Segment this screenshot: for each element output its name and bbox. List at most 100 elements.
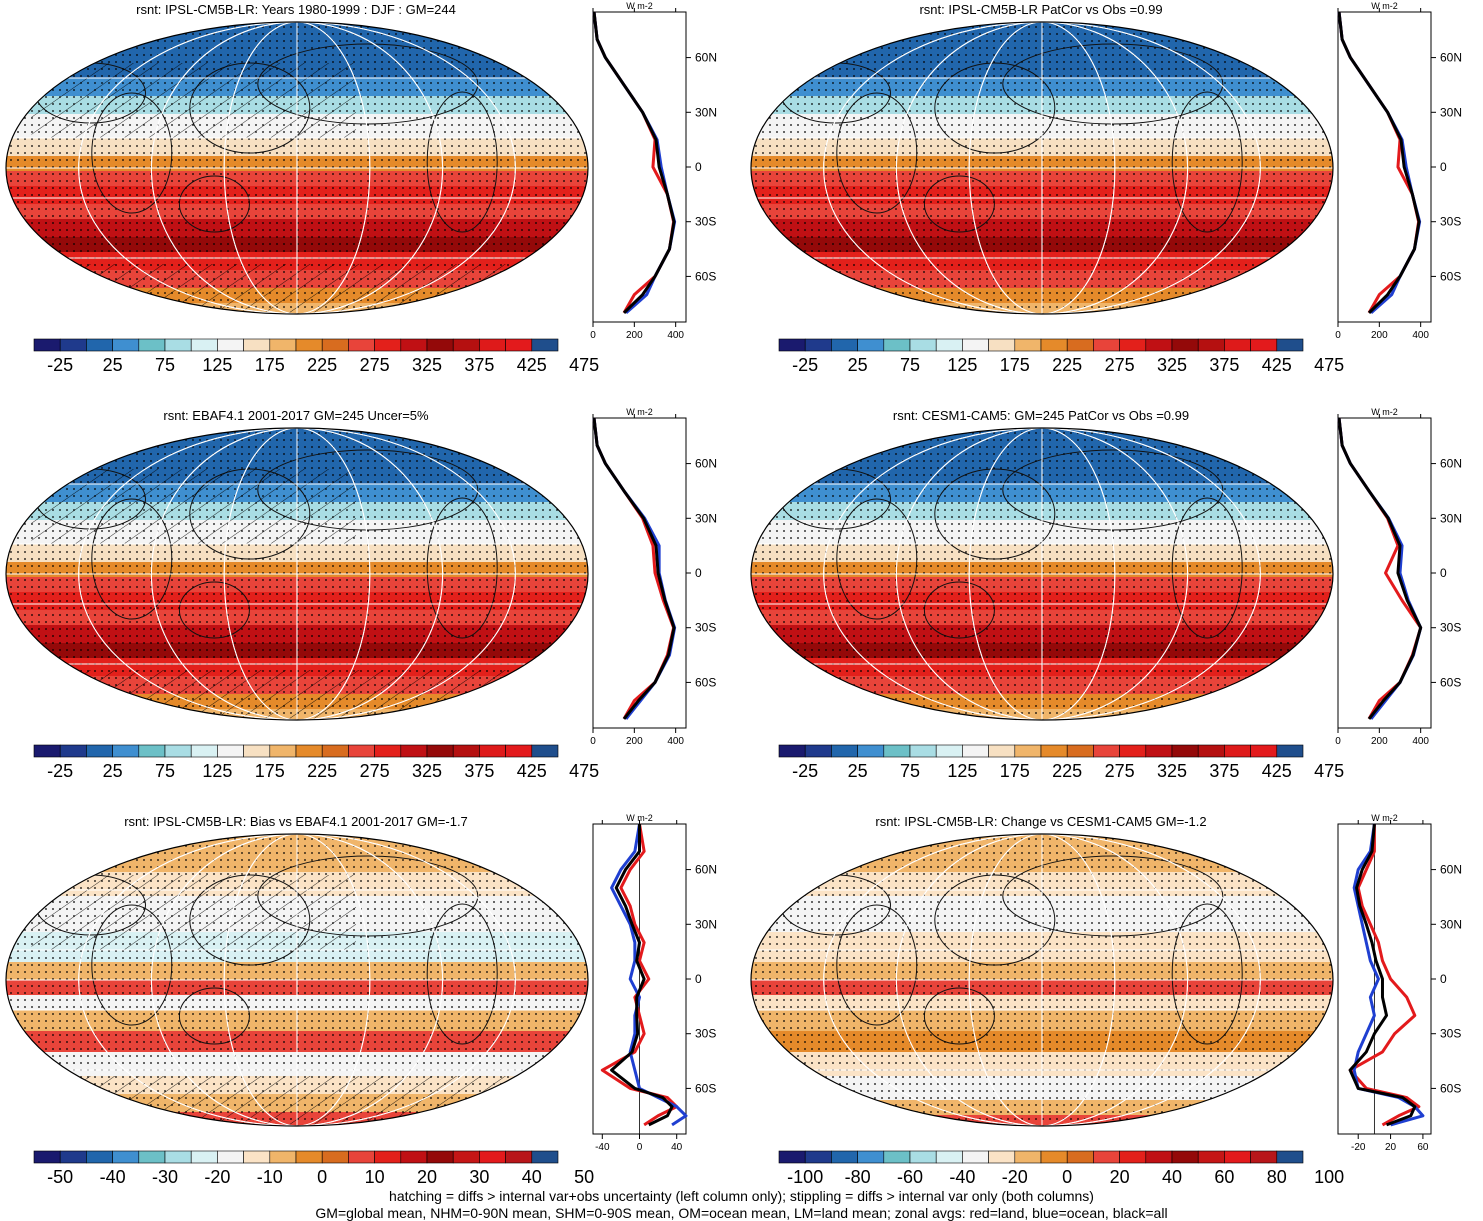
colorbar-swatch xyxy=(112,338,140,352)
colorbar-swatch xyxy=(86,338,113,352)
colorbar-swatch xyxy=(778,338,806,352)
colorbar-swatch xyxy=(1014,1150,1042,1164)
colorbar-swatch xyxy=(33,1150,61,1164)
colorbar-swatch xyxy=(988,744,1016,758)
zonal-unit-label: W m-2 xyxy=(1371,1,1398,11)
colorbar-swatch xyxy=(1119,338,1147,352)
colorbar xyxy=(778,338,1304,352)
footer-note-2: GM=global mean, NHM=0-90N mean, SHM=0-90… xyxy=(315,1205,1168,1221)
colorbar xyxy=(33,744,559,758)
colorbar-swatch xyxy=(804,338,832,352)
colorbar-tick-label: 125 xyxy=(947,761,978,781)
colorbar-swatch xyxy=(295,338,323,352)
colorbar-swatch xyxy=(1276,744,1304,758)
colorbar-tick-label: 50 xyxy=(574,1167,595,1187)
colorbar-swatch xyxy=(138,744,166,758)
colorbar-swatch xyxy=(452,744,480,758)
zonal-lat-tick-label: 60S xyxy=(1440,1081,1461,1095)
colorbar-tick-label: -25 xyxy=(792,355,819,375)
colorbar-tick-label: 375 xyxy=(464,355,495,375)
colorbar-tick-label: 0 xyxy=(317,1167,328,1187)
graticule-lon xyxy=(823,428,1261,720)
colorbar-swatch xyxy=(243,338,271,352)
zonal-mean-plot: W m-2 0 200 400 60N 30N 0 30S 60S xyxy=(1335,1,1462,340)
colorbar-swatch xyxy=(400,1150,428,1164)
colorbar-tick-label: 475 xyxy=(569,761,600,781)
zonal-lat-tick-label: 30S xyxy=(1440,621,1461,635)
zonal-lat-tick-label: 30S xyxy=(695,621,716,635)
colorbar-swatch xyxy=(1171,744,1199,758)
map-plot xyxy=(5,427,589,721)
zonal-x-tick-label: 200 xyxy=(626,736,643,746)
colorbar-swatch xyxy=(374,744,402,758)
colorbar-swatch xyxy=(138,1150,166,1164)
zonal-unit-label: W m-2 xyxy=(626,1,653,11)
zonal-lat-tick-label: 60N xyxy=(695,457,717,471)
map-title: rsnt: IPSL-CM5B-LR PatCor vs Obs =0.99 xyxy=(919,2,1163,17)
colorbar-swatch xyxy=(1093,338,1120,352)
zonal-x-tick-label: 20 xyxy=(1385,1142,1397,1152)
colorbar-swatch xyxy=(400,338,428,352)
colorbar-tick-label: -80 xyxy=(844,1167,871,1187)
colorbar-swatch xyxy=(1197,744,1225,758)
colorbar-swatch xyxy=(1014,338,1042,352)
colorbar-swatch xyxy=(804,1150,832,1164)
colorbar-swatch xyxy=(479,1150,506,1164)
map-border xyxy=(750,427,1334,721)
colorbar-tick-label: 325 xyxy=(411,355,443,375)
graticule-lon xyxy=(78,834,516,1126)
colorbar-swatch xyxy=(1250,338,1278,352)
colorbar-swatch xyxy=(1171,338,1199,352)
colorbar-swatch xyxy=(1119,744,1147,758)
zonal-lat-tick-label: 60S xyxy=(1440,675,1461,689)
colorbar-swatch xyxy=(1093,1150,1120,1164)
colorbar-swatch xyxy=(217,1150,244,1164)
colorbar-tick-label: 175 xyxy=(254,761,285,781)
zonal-mean-plot: W m-2 0 200 400 60N 30N 0 30S 60S xyxy=(1335,407,1462,746)
colorbar-swatch xyxy=(479,338,506,352)
colorbar-swatch xyxy=(321,744,349,758)
colorbar-swatch xyxy=(1145,744,1173,758)
colorbar-tick-label: 20 xyxy=(416,1167,438,1187)
colorbar-tick-label: 175 xyxy=(999,355,1030,375)
panel-obs-climatology: rsnt: EBAF4.1 2001-2017 GM=245 Uncer=5% -… xyxy=(0,406,740,786)
zonal-line-all xyxy=(1337,11,1421,314)
zonal-line-all xyxy=(1337,417,1423,720)
colorbar-swatch xyxy=(1040,338,1068,352)
map-plot xyxy=(750,427,1334,721)
map-plot xyxy=(750,21,1334,315)
panel-change: rsnt: IPSL-CM5B-LR: Change vs CESM1-CAM5… xyxy=(745,812,1483,1192)
colorbar-swatch xyxy=(857,744,885,758)
graticule-lon xyxy=(968,22,1116,314)
zonal-lat-tick-label: 30S xyxy=(695,1027,716,1041)
colorbar-swatch xyxy=(883,338,911,352)
map-title: rsnt: IPSL-CM5B-LR: Years 1980-1999 : DJ… xyxy=(136,2,456,17)
colorbar-tick-label: 225 xyxy=(1052,355,1083,375)
colorbar-swatch xyxy=(479,744,506,758)
graticule-lon xyxy=(895,428,1189,720)
map-border xyxy=(750,833,1334,1127)
graticule-lon xyxy=(823,22,1261,314)
colorbar-swatch xyxy=(269,744,297,758)
colorbar-swatch xyxy=(1066,1150,1094,1164)
colorbar-swatch xyxy=(1276,1150,1304,1164)
zonal-line-all xyxy=(1348,823,1417,1127)
colorbar-swatch xyxy=(778,744,806,758)
colorbar-tick-label: -100 xyxy=(787,1167,824,1187)
colorbar-swatch xyxy=(531,1150,559,1164)
graticule-lon xyxy=(78,428,516,720)
colorbar xyxy=(33,338,559,352)
colorbar-swatch xyxy=(1014,744,1042,758)
colorbar-tick-label: -25 xyxy=(792,761,819,781)
colorbar-swatch xyxy=(374,1150,402,1164)
zonal-x-tick-label: 200 xyxy=(1371,736,1388,746)
colorbar-tick-label: 10 xyxy=(364,1167,385,1187)
zonal-x-tick-label: 0 xyxy=(590,330,596,340)
colorbar-swatch xyxy=(831,1150,858,1164)
colorbar-swatch xyxy=(531,338,559,352)
colorbar-swatch xyxy=(269,338,297,352)
colorbar-swatch xyxy=(243,744,271,758)
colorbar-swatch xyxy=(33,338,61,352)
graticule-lon xyxy=(78,22,516,314)
colorbar-tick-label: -25 xyxy=(47,761,74,781)
